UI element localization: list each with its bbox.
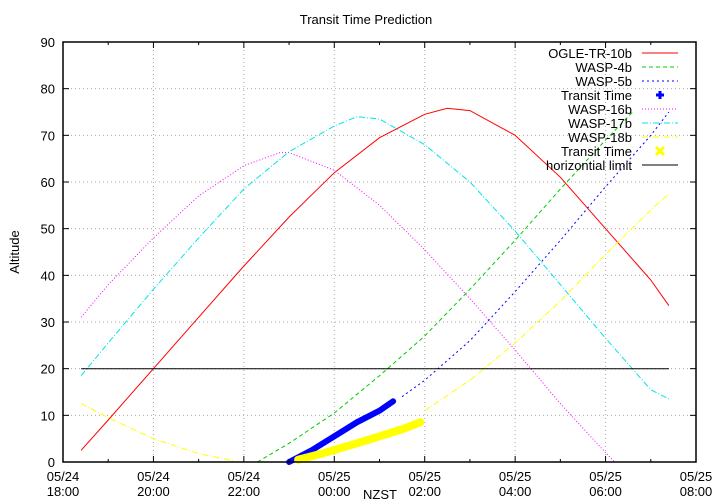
legend-label: WASP-18b	[568, 130, 632, 145]
series-wasp-4b	[257, 111, 634, 463]
y-tick-label: 30	[41, 315, 55, 330]
chart-title: Transit Time Prediction	[300, 12, 432, 27]
x-tick-time: 06:00	[589, 484, 622, 499]
x-tick-time: 20:00	[137, 484, 170, 499]
x-tick-date: 05/25	[680, 469, 713, 484]
x-tick-time: 04:00	[499, 484, 532, 499]
x-tick-date: 05/25	[408, 469, 441, 484]
legend-label: WASP-4b	[575, 60, 632, 75]
legend-label: WASP-17b	[568, 116, 632, 131]
legend-label: WASP-16b	[568, 102, 632, 117]
x-tick-time: 18:00	[47, 484, 80, 499]
series-wasp-17b	[80, 116, 670, 400]
x-tick-time: 08:00	[680, 484, 713, 499]
y-tick-label: 60	[41, 175, 55, 190]
y-tick-label: 40	[41, 268, 55, 283]
x-tick-date: 05/24	[137, 469, 170, 484]
y-tick-label: 90	[41, 35, 55, 50]
series-transit-time	[286, 398, 397, 465]
x-axis-ticks: 05/2418:0005/2420:0005/2422:0005/2500:00…	[47, 42, 713, 499]
x-tick-time: 00:00	[318, 484, 351, 499]
y-tick-label: 80	[41, 82, 55, 97]
x-tick-time: 22:00	[228, 484, 261, 499]
y-tick-label: 10	[41, 408, 55, 423]
x-axis-label: NZST	[363, 487, 397, 502]
x-tick-date: 05/25	[589, 469, 622, 484]
legend-cross-marker-icon	[654, 145, 666, 157]
legend-plus-marker-icon	[656, 91, 664, 99]
x-tick-time: 02:00	[408, 484, 441, 499]
series-ogle-tr-10b	[80, 107, 670, 451]
data-series	[80, 107, 670, 465]
x-tick-date: 05/25	[499, 469, 532, 484]
y-tick-label: 20	[41, 362, 55, 377]
y-tick-label: 0	[48, 455, 55, 470]
legend-label: Transit Time	[561, 144, 632, 159]
series-transit-time	[294, 418, 425, 464]
legend-label: OGLE-TR-10b	[548, 46, 632, 61]
series-wasp-5b	[401, 111, 670, 398]
y-tick-label: 50	[41, 222, 55, 237]
legend-label: horizontial limit	[546, 158, 632, 173]
y-axis-label: Altitude	[7, 230, 22, 273]
legend-label: WASP-5b	[575, 74, 632, 89]
series-wasp-18b	[80, 193, 670, 462]
legend-label: Transit Time	[561, 88, 632, 103]
x-tick-date: 05/24	[47, 469, 80, 484]
y-axis-ticks: 0 10 20 30 40 50 60 70 80 90	[41, 35, 696, 470]
x-tick-date: 05/24	[228, 469, 261, 484]
x-tick-date: 05/25	[318, 469, 351, 484]
y-tick-label: 70	[41, 128, 55, 143]
